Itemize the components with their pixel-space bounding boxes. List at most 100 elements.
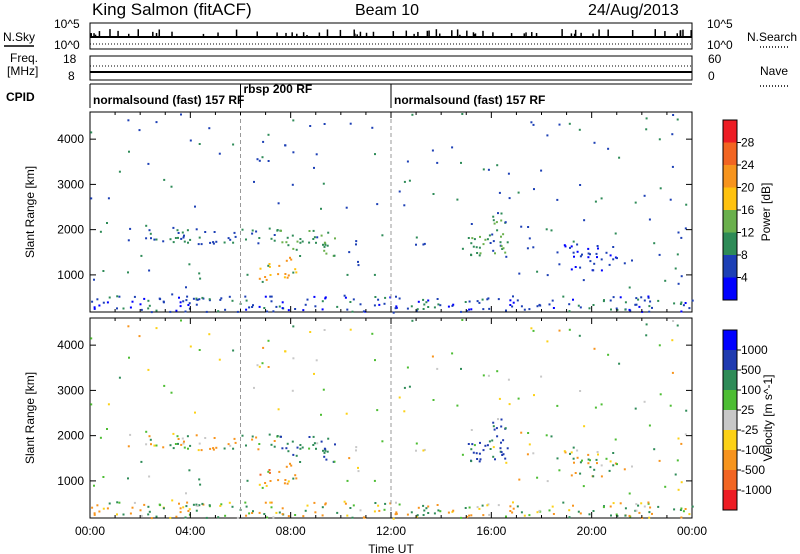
echo-cell bbox=[460, 367, 462, 370]
echo-cell bbox=[189, 139, 192, 142]
echo-cell bbox=[616, 308, 619, 311]
echo-cell bbox=[189, 345, 192, 348]
echo-cell bbox=[597, 453, 599, 456]
echo-cell bbox=[378, 303, 381, 306]
echo-cell bbox=[204, 231, 207, 233]
echo-cell bbox=[427, 512, 430, 514]
echo-cell bbox=[647, 502, 650, 505]
echo-cell bbox=[140, 254, 143, 257]
echo-cell bbox=[505, 461, 508, 464]
echo-cell bbox=[607, 147, 610, 150]
echo-cell bbox=[496, 164, 499, 167]
echo-cell bbox=[176, 435, 179, 438]
echo-cell bbox=[640, 296, 643, 299]
echo-cell bbox=[148, 510, 151, 513]
echo-cell bbox=[538, 303, 541, 306]
echo-cell bbox=[504, 457, 507, 460]
echo-cell bbox=[245, 299, 248, 302]
y-tick-label: 4000 bbox=[57, 132, 84, 146]
echo-cell bbox=[594, 200, 597, 203]
echo-cell bbox=[415, 309, 418, 312]
echo-cell bbox=[417, 506, 420, 509]
echo-cell bbox=[266, 310, 269, 313]
echo-cell bbox=[315, 153, 318, 156]
echo-cell bbox=[155, 309, 158, 312]
echo-cell bbox=[299, 255, 302, 257]
echo-cell bbox=[577, 510, 580, 513]
echo-cell bbox=[600, 269, 603, 272]
echo-cell bbox=[491, 233, 494, 236]
echo-cell bbox=[287, 274, 290, 277]
echo-cell bbox=[270, 443, 273, 446]
echo-cell bbox=[204, 437, 207, 439]
echo-cell bbox=[296, 446, 299, 449]
echo-cell bbox=[568, 310, 571, 313]
echo-cell bbox=[179, 301, 182, 304]
echo-cell bbox=[614, 256, 617, 259]
echo-cell bbox=[486, 238, 489, 241]
echo-cell bbox=[343, 500, 346, 503]
echo-cell bbox=[323, 455, 326, 458]
echo-cell bbox=[688, 307, 691, 310]
echo-cell bbox=[406, 366, 409, 369]
echo-cell bbox=[292, 247, 295, 250]
echo-cell bbox=[315, 241, 317, 244]
echo-cell bbox=[248, 512, 251, 515]
echo-cell bbox=[306, 504, 309, 507]
echo-cell bbox=[492, 421, 495, 424]
y-tick-label: 2000 bbox=[57, 223, 84, 237]
echo-cell bbox=[98, 304, 101, 307]
echo-cell bbox=[509, 299, 512, 302]
echo-cell bbox=[327, 231, 330, 234]
colorbar-segment bbox=[723, 470, 737, 491]
echo-cell bbox=[283, 482, 286, 485]
echo-cell bbox=[251, 229, 254, 232]
echo-cell bbox=[579, 512, 582, 515]
echo-cell bbox=[169, 516, 172, 519]
echo-cell bbox=[180, 443, 183, 446]
echo-cell bbox=[227, 443, 230, 446]
echo-cell bbox=[570, 451, 573, 454]
echo-cell bbox=[680, 442, 683, 445]
echo-cell bbox=[520, 305, 523, 308]
echo-cell bbox=[451, 352, 454, 355]
echo-cell bbox=[106, 507, 109, 510]
echo-cell bbox=[468, 308, 471, 311]
echo-cell bbox=[272, 516, 275, 519]
echo-cell bbox=[406, 513, 409, 516]
echo-cell bbox=[321, 308, 324, 311]
echo-cell bbox=[487, 168, 490, 171]
echo-cell bbox=[258, 237, 261, 239]
echo-cell bbox=[122, 513, 125, 516]
echo-cell bbox=[492, 240, 495, 243]
echo-cell bbox=[538, 509, 541, 512]
echo-cell bbox=[579, 461, 582, 464]
echo-cell bbox=[651, 512, 653, 515]
echo-cell bbox=[492, 446, 495, 449]
echo-cell bbox=[635, 303, 638, 306]
echo-cell bbox=[497, 418, 499, 421]
echo-cell bbox=[180, 237, 183, 240]
colorbar-tick-label: 20 bbox=[741, 181, 755, 195]
echo-cell bbox=[466, 310, 469, 313]
nsearch-tick-bottom: 10^0 bbox=[707, 38, 733, 52]
echo-cell bbox=[478, 246, 481, 249]
echo-cell bbox=[321, 514, 324, 517]
echo-cell bbox=[579, 266, 582, 269]
echo-cell bbox=[496, 435, 499, 438]
echo-cell bbox=[188, 469, 191, 472]
echo-cell bbox=[177, 232, 180, 234]
echo-cell bbox=[643, 299, 646, 302]
echo-cell bbox=[562, 501, 565, 504]
echo-cell bbox=[223, 447, 226, 450]
echo-cell bbox=[669, 404, 672, 407]
nave-tick-bottom: 0 bbox=[708, 69, 715, 83]
echo-cell bbox=[410, 511, 413, 514]
freq-strip bbox=[89, 55, 693, 81]
echo-cell bbox=[628, 308, 631, 311]
echo-cell bbox=[246, 273, 249, 276]
echo-cell bbox=[284, 479, 287, 481]
echo-cell bbox=[93, 512, 96, 515]
echo-cell bbox=[570, 245, 573, 248]
echo-cell bbox=[269, 480, 272, 482]
